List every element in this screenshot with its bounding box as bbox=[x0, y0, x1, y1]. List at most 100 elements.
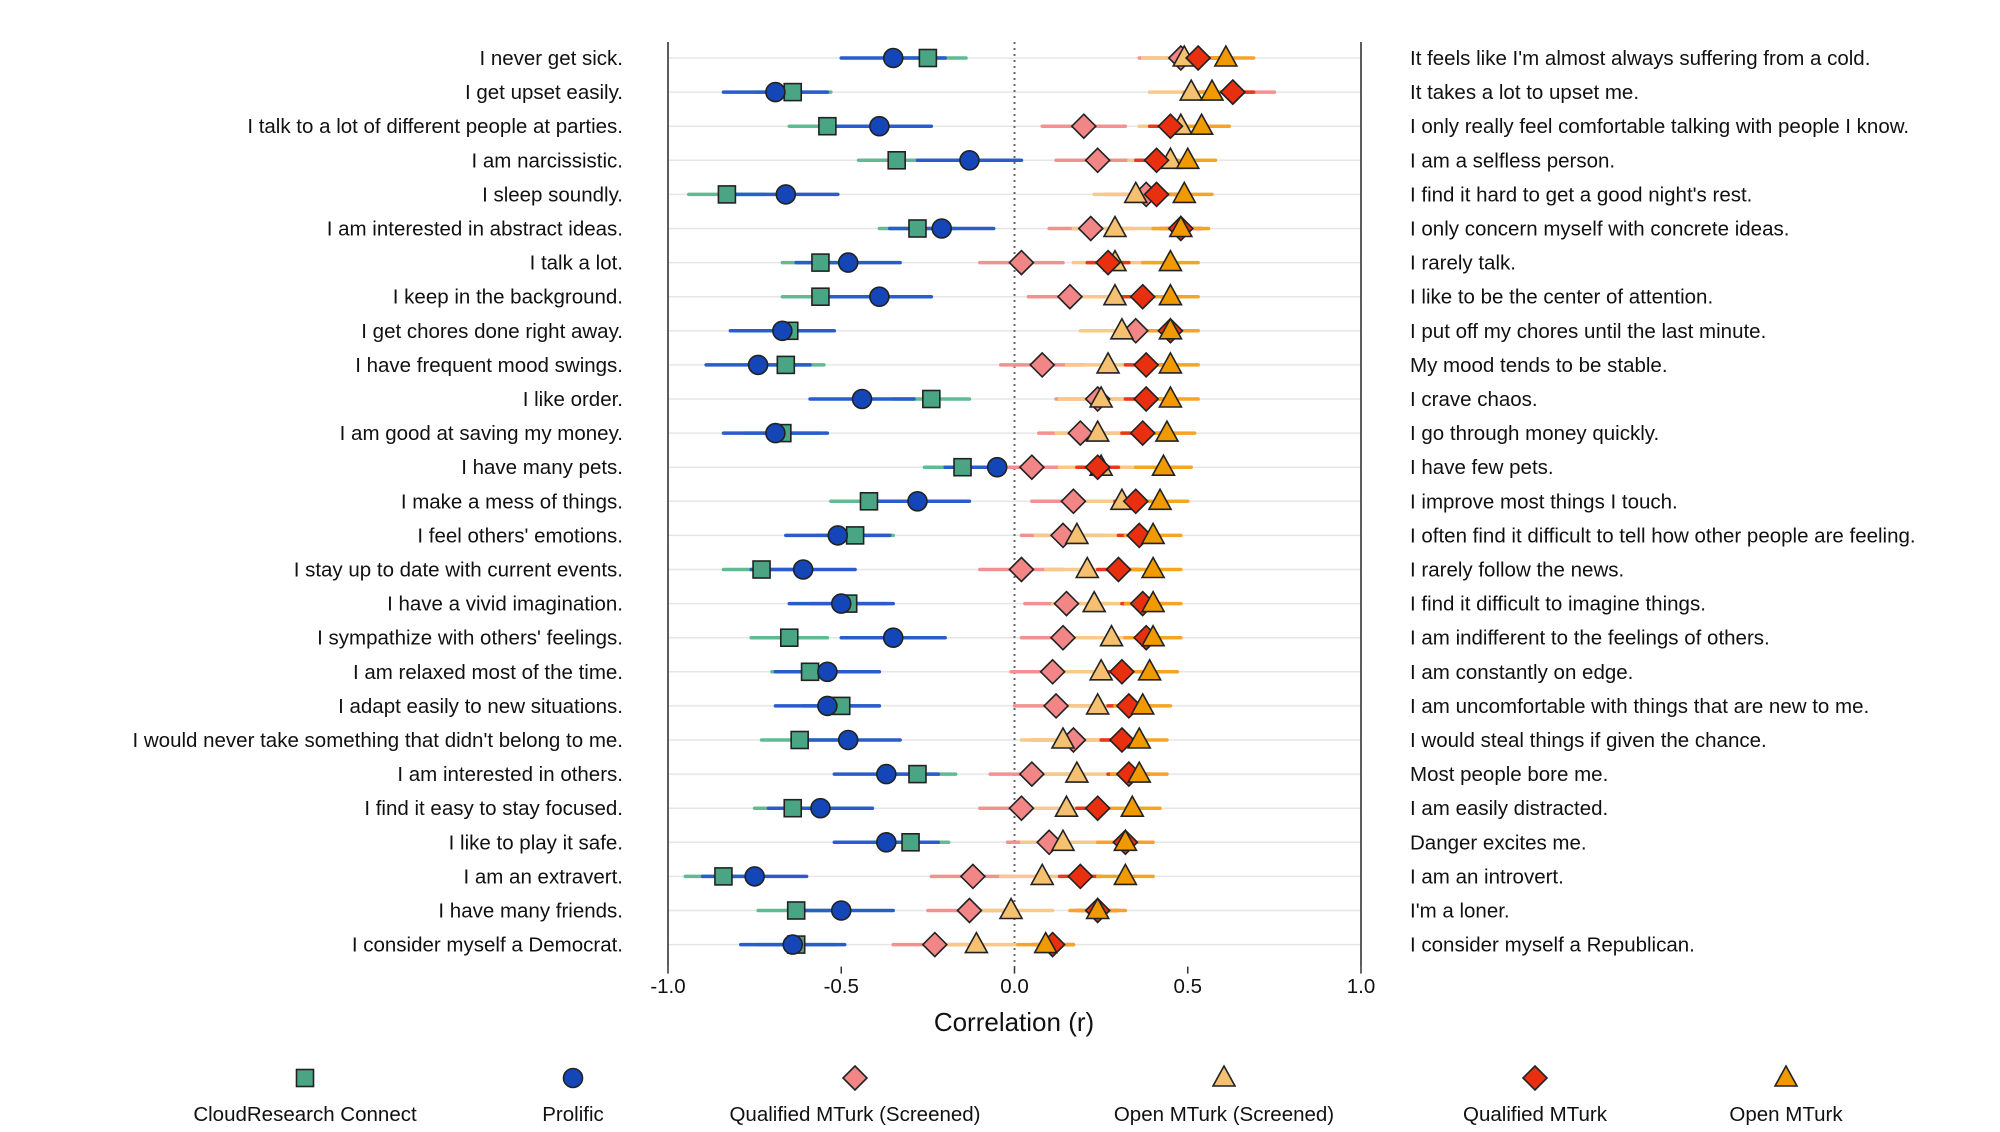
point-cloudresearch-connect bbox=[783, 798, 803, 818]
right-item-label: I rarely follow the news. bbox=[1410, 559, 1624, 582]
right-item-label: Danger excites me. bbox=[1410, 831, 1587, 854]
point-cloudresearch-connect bbox=[859, 491, 879, 511]
point-qualified-mturk-screened bbox=[956, 897, 983, 924]
point-open-mturk-screened bbox=[1102, 283, 1128, 306]
left-item-labels: I never get sick. I get upset easily. I ta… bbox=[132, 47, 623, 957]
left-item-label: I stay up to date with current events. bbox=[294, 559, 623, 582]
point-open-mturk bbox=[1147, 487, 1173, 511]
right-item-label: I improve most things I touch. bbox=[1410, 490, 1678, 513]
point-open-mturk-screened bbox=[1088, 385, 1114, 408]
point-cloudresearch-connect bbox=[786, 901, 806, 920]
legend-label-open-mturk: Open MTurk bbox=[1729, 1103, 1843, 1126]
legend-label-open-mturk-screened: Open MTurk (Screened) bbox=[1114, 1103, 1334, 1126]
point-cloudresearch-connect bbox=[922, 389, 941, 409]
legend-marker-open-mturk-screened bbox=[1211, 1064, 1237, 1087]
point-qualified-mturk bbox=[1105, 556, 1132, 583]
point-open-mturk bbox=[1126, 726, 1152, 749]
legend-marker-qualified-mturk-screened bbox=[841, 1064, 869, 1092]
point-open-mturk bbox=[1158, 351, 1183, 374]
left-item-label: I am relaxed most of the time. bbox=[353, 661, 623, 684]
point-open-mturk-screened bbox=[1109, 317, 1135, 340]
x-tick-label: -0.5 bbox=[824, 975, 859, 998]
x-axis-label: Correlation (r) bbox=[934, 1007, 1094, 1037]
point-qualified-mturk bbox=[1129, 283, 1156, 310]
point-prolific bbox=[851, 388, 873, 410]
point-open-mturk bbox=[1213, 44, 1239, 67]
point-open-mturk bbox=[1151, 453, 1176, 477]
point-qualified-mturk-screened bbox=[1056, 283, 1084, 310]
left-item-label: I am narcissistic. bbox=[472, 149, 624, 172]
point-prolific bbox=[869, 286, 890, 308]
point-qualified-mturk-screened bbox=[1049, 624, 1077, 651]
point-prolific bbox=[869, 115, 890, 137]
right-item-label: It takes a lot to upset me. bbox=[1410, 81, 1639, 104]
right-item-label: I go through money quickly. bbox=[1410, 422, 1659, 445]
point-prolific bbox=[772, 320, 793, 342]
right-item-label: I only concern myself with concrete idea… bbox=[1410, 218, 1789, 241]
x-axis-ticks: -1.0 -0.5 0.0 0.5 1.0 bbox=[650, 966, 1375, 998]
point-open-mturk bbox=[1168, 214, 1194, 238]
point-qualified-mturk bbox=[1094, 249, 1122, 276]
point-open-mturk bbox=[1130, 692, 1156, 715]
point-cloudresearch-connect bbox=[714, 867, 733, 886]
point-qualified-mturk-screened bbox=[1018, 454, 1045, 481]
point-cloudresearch-connect bbox=[887, 151, 906, 170]
x-tick-label: 0.0 bbox=[1000, 975, 1029, 998]
point-open-mturk-screened bbox=[1085, 692, 1111, 715]
point-open-mturk-screened bbox=[1029, 862, 1055, 886]
point-qualified-mturk bbox=[1067, 863, 1094, 890]
point-prolific bbox=[765, 81, 786, 103]
point-prolific bbox=[830, 593, 852, 614]
point-open-mturk bbox=[1113, 862, 1138, 886]
point-qualified-mturk bbox=[1129, 419, 1156, 447]
point-qualified-mturk-screened bbox=[1018, 760, 1045, 788]
point-qualified-mturk-screened bbox=[1008, 556, 1035, 583]
point-open-mturk bbox=[1140, 624, 1166, 647]
point-cloudresearch-connect bbox=[800, 662, 820, 682]
legend-marker-open-mturk bbox=[1773, 1064, 1799, 1087]
point-cloudresearch-connect bbox=[908, 764, 927, 784]
right-item-label: It feels like I'm almost always sufferin… bbox=[1410, 47, 1870, 70]
point-qualified-mturk bbox=[1133, 385, 1160, 413]
point-open-mturk bbox=[1140, 555, 1166, 579]
point-cloudresearch-connect bbox=[818, 116, 837, 136]
left-item-label: I adapt easily to new situations. bbox=[338, 695, 623, 718]
right-item-label: Most people bore me. bbox=[1410, 763, 1608, 786]
left-item-label: I feel others' emotions. bbox=[417, 524, 623, 547]
left-item-label: I consider myself a Democrat. bbox=[352, 934, 623, 957]
point-open-mturk-screened bbox=[1050, 828, 1076, 852]
point-prolific bbox=[782, 934, 804, 955]
point-qualified-mturk-screened bbox=[1008, 795, 1035, 822]
right-item-label: I am indifferent to the feelings of othe… bbox=[1410, 627, 1770, 650]
point-cloudresearch-connect bbox=[811, 287, 830, 307]
point-prolific bbox=[775, 184, 797, 205]
point-open-mturk-screened bbox=[1085, 419, 1111, 442]
point-qualified-mturk-screened bbox=[1042, 692, 1070, 720]
point-prolific bbox=[765, 422, 786, 444]
legend-marker-prolific bbox=[562, 1067, 584, 1089]
point-open-mturk-screened bbox=[1054, 794, 1079, 818]
right-item-label: I like to be the center of attention. bbox=[1410, 286, 1713, 309]
point-qualified-mturk bbox=[1084, 454, 1111, 481]
point-prolific bbox=[837, 729, 859, 751]
point-qualified-mturk bbox=[1108, 658, 1136, 685]
left-item-label: I sympathize with others' feelings. bbox=[317, 627, 623, 650]
right-item-label: I rarely talk. bbox=[1410, 252, 1516, 275]
left-item-label: I have a vivid imagination. bbox=[387, 593, 623, 616]
point-open-mturk bbox=[1085, 896, 1111, 920]
point-qualified-mturk-screened bbox=[1067, 419, 1094, 447]
point-open-mturk bbox=[1154, 419, 1180, 442]
x-tick-label: -1.0 bbox=[650, 975, 685, 998]
point-open-mturk bbox=[1140, 521, 1166, 545]
point-prolific bbox=[817, 661, 838, 683]
point-prolific bbox=[830, 900, 852, 921]
point-qualified-mturk-screened bbox=[1039, 658, 1066, 685]
point-open-mturk-screened bbox=[1123, 180, 1149, 204]
left-item-label: I get upset easily. bbox=[465, 81, 623, 104]
point-open-mturk-screened bbox=[1095, 351, 1121, 374]
point-qualified-mturk-screened bbox=[1029, 351, 1056, 379]
point-qualified-mturk bbox=[1133, 351, 1160, 379]
point-open-mturk bbox=[1189, 112, 1214, 135]
right-item-label: I put off my chores until the last minut… bbox=[1410, 320, 1766, 343]
